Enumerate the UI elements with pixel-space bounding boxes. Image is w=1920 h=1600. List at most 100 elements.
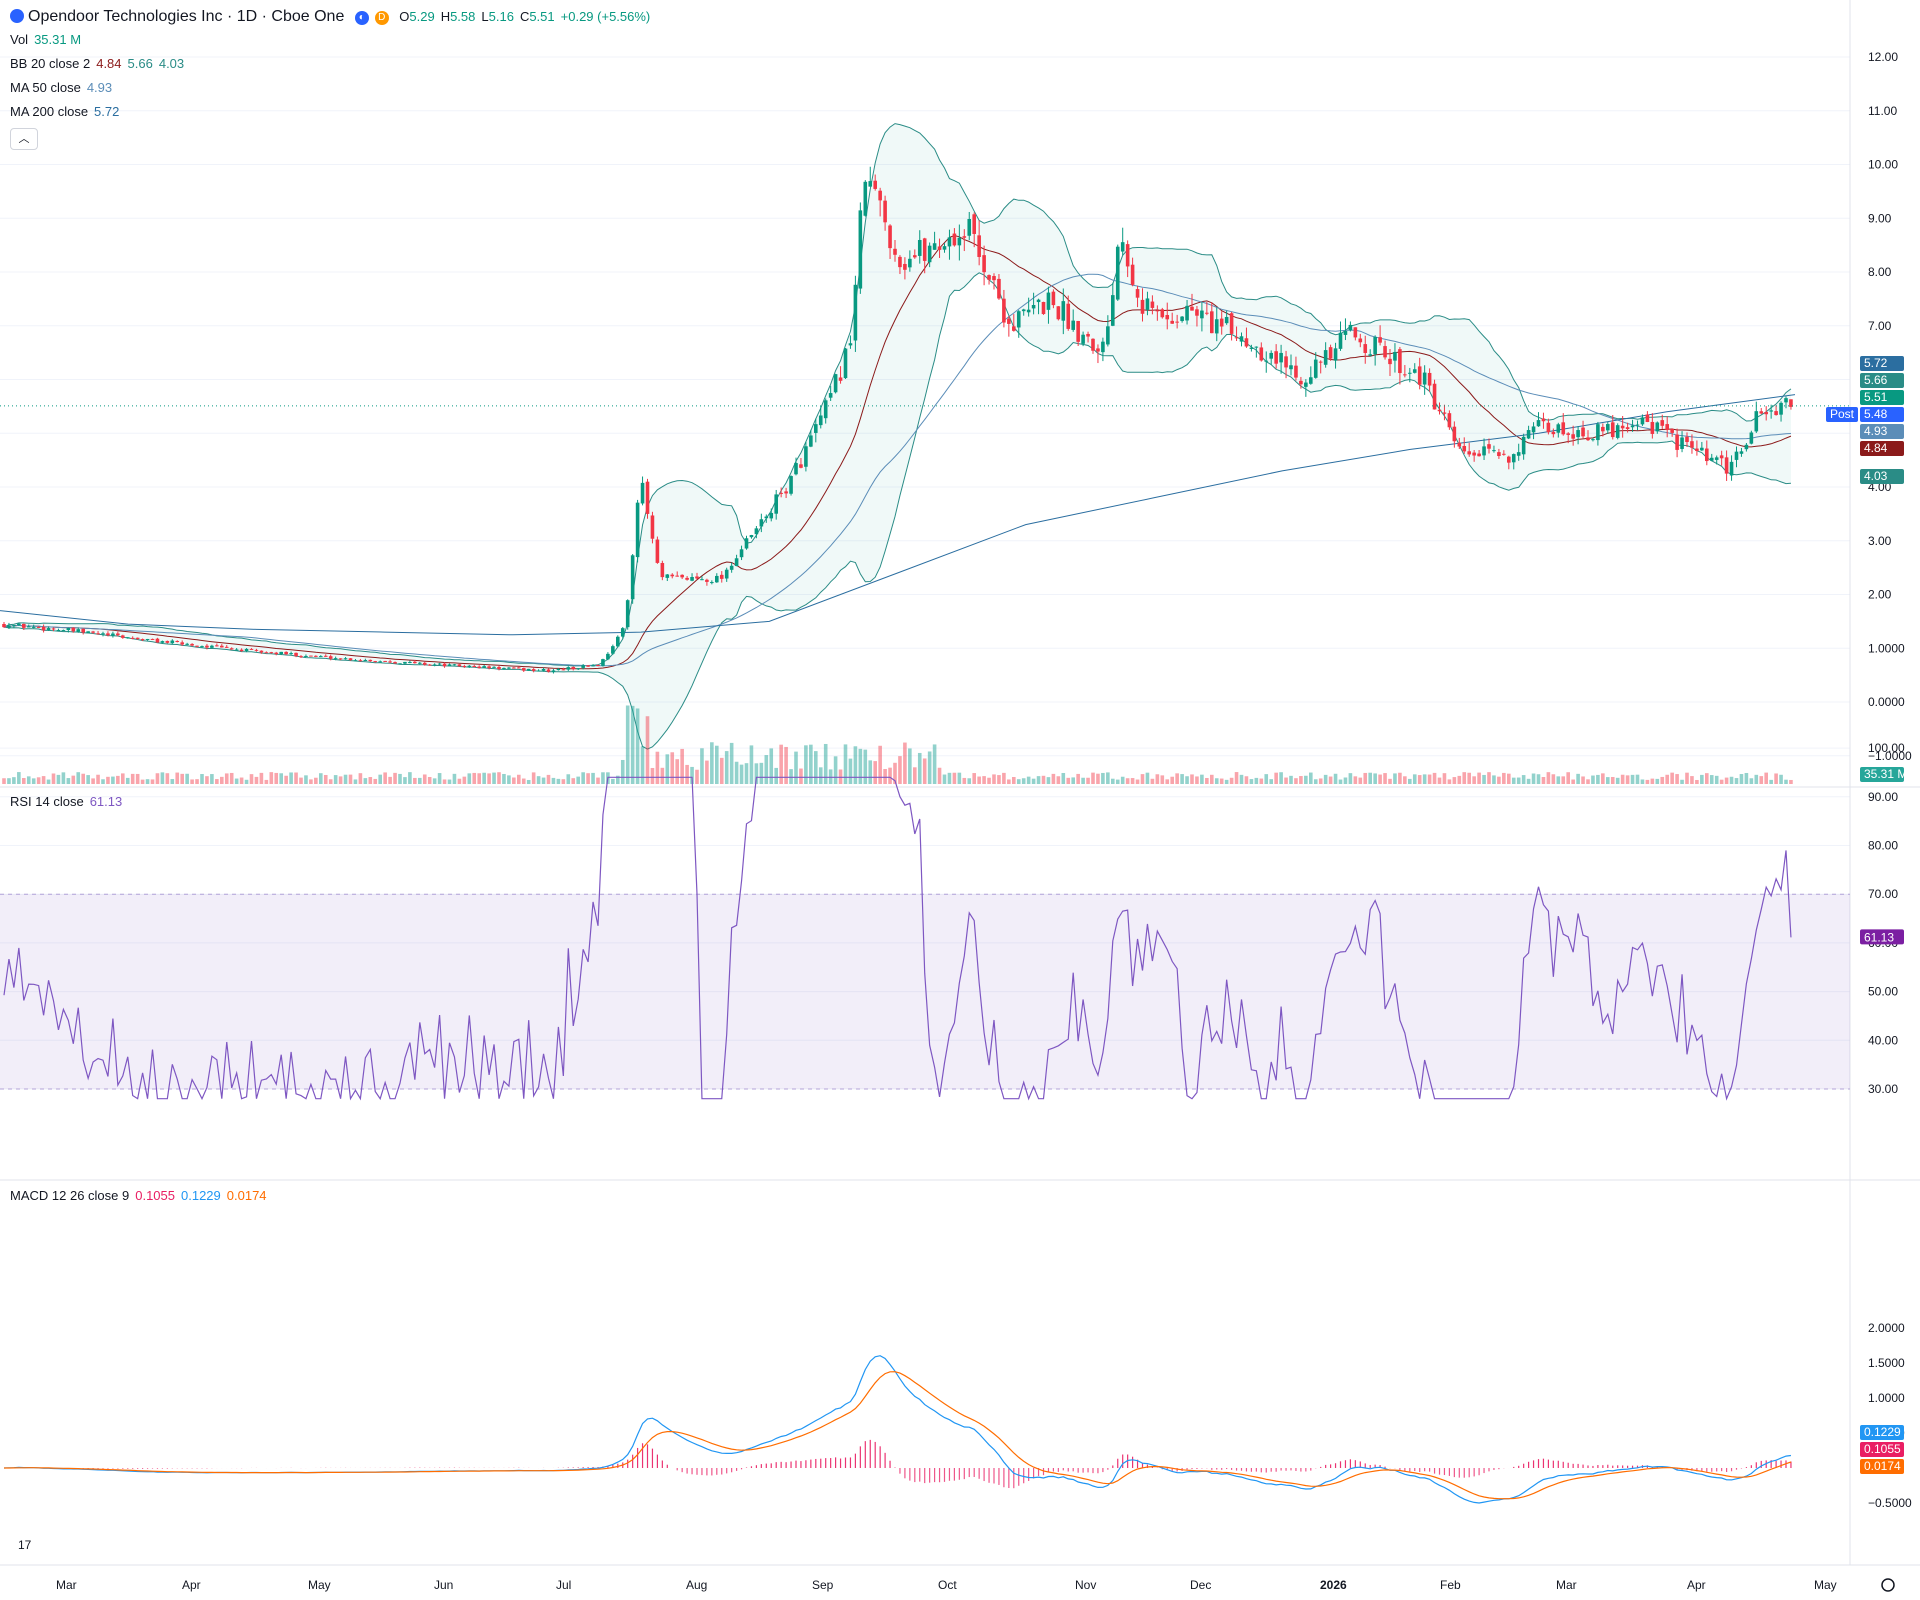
bb-basis-value: 4.84 <box>96 56 122 71</box>
candle-body <box>106 633 110 636</box>
candle-body <box>937 246 942 250</box>
candle-body <box>903 263 907 270</box>
volume-bar <box>1531 773 1536 784</box>
volume-bar <box>1754 774 1759 784</box>
candle-body <box>690 576 694 581</box>
volume-bar <box>41 776 46 784</box>
time-axis-label: Dec <box>1190 1578 1211 1592</box>
candle-body <box>1462 445 1467 452</box>
market-status-icon: ◐ <box>354 11 369 25</box>
volume-bar <box>1378 774 1382 784</box>
volume-bar <box>546 774 551 784</box>
macd-legend[interactable]: MACD 12 26 close 9 0.1055 0.1229 0.0174 <box>10 1188 273 1203</box>
volume-bar <box>898 756 902 784</box>
volume-bar <box>1333 773 1338 784</box>
candle-body <box>1457 442 1462 447</box>
candle-body <box>190 643 194 646</box>
volume-bar <box>1680 779 1684 784</box>
candle-body <box>883 200 887 223</box>
volume-bar <box>1705 773 1709 784</box>
volume-bar <box>982 776 986 784</box>
ma200-legend[interactable]: MA 200 close 5.72 <box>10 104 125 119</box>
volume-bar <box>992 774 996 784</box>
candle-body <box>457 664 462 667</box>
volume-bar <box>1219 778 1224 784</box>
candle-body <box>200 646 204 648</box>
tradingview-logo-icon: 17 <box>18 1538 32 1552</box>
volume-bar <box>1279 772 1283 784</box>
price-tick-label: 10.00 <box>1868 158 1898 172</box>
volume-bar <box>150 779 155 784</box>
volume-bar <box>343 774 348 784</box>
volume-bar <box>472 772 477 784</box>
volume-bar <box>497 772 501 784</box>
candle-body <box>517 667 521 669</box>
volume-bar <box>1195 776 1199 784</box>
volume-bar <box>903 742 907 784</box>
candle-body <box>1551 431 1556 435</box>
symbol-title[interactable]: Opendoor Technologies Inc · 1D · Cboe On… <box>28 8 345 25</box>
volume-bar <box>1690 776 1694 784</box>
volume-bar <box>1452 777 1457 784</box>
volume-bar <box>1373 773 1377 784</box>
candle-body <box>1081 334 1085 344</box>
bb-legend[interactable]: BB 20 close 2 4.84 5.66 4.03 <box>10 56 190 71</box>
candle-body <box>1437 409 1442 412</box>
symbol-legend[interactable]: Opendoor Technologies Inc · 1D · Cboe On… <box>10 8 662 26</box>
volume-bar <box>1630 774 1635 784</box>
volume-bar <box>1779 774 1783 784</box>
candle-body <box>1507 456 1511 463</box>
symbol-logo-icon <box>10 9 24 23</box>
volume-bar <box>1457 775 1462 784</box>
price-tag <box>1860 356 1904 371</box>
candle-body <box>333 658 338 660</box>
volume-bar <box>1393 773 1397 784</box>
price-tick-label: −1.0000 <box>1868 749 1912 763</box>
time-axis-label: Jun <box>434 1578 453 1592</box>
volume-bar <box>1685 772 1689 784</box>
candle-body <box>71 627 76 632</box>
candle-body <box>888 225 892 249</box>
candle-body <box>873 180 877 189</box>
volume-bar <box>1061 772 1066 784</box>
volume-bar <box>987 777 991 784</box>
price-tag-label: 5.51 <box>1864 390 1888 404</box>
volume-bar <box>1106 772 1110 784</box>
candle-body <box>160 641 165 643</box>
settings-gear-icon[interactable] <box>1881 1578 1895 1592</box>
candle-body <box>1521 436 1526 455</box>
volume-bar <box>1190 774 1194 784</box>
candle-body <box>1536 420 1541 427</box>
collapse-legend-button[interactable]: ︿ <box>10 128 38 150</box>
volume-bar <box>586 773 590 784</box>
close-value: 5.51 <box>529 9 555 24</box>
volume-bar <box>205 776 209 784</box>
candle-body <box>1071 320 1075 330</box>
price-tag-label: 5.66 <box>1864 373 1888 387</box>
candle-body <box>591 665 595 667</box>
volume-bar <box>1403 776 1407 784</box>
candle-body <box>116 633 120 636</box>
volume-bar <box>868 760 873 784</box>
volume-bar <box>1185 776 1189 784</box>
volume-bar <box>551 777 556 784</box>
candle-body <box>1625 427 1630 430</box>
volume-bar <box>769 748 774 784</box>
candle-body <box>1343 330 1348 335</box>
volume-bar <box>1031 778 1036 784</box>
volume-bar <box>229 772 234 784</box>
candle-body <box>180 642 184 645</box>
price-tag <box>1860 767 1904 782</box>
volume-bar <box>922 758 927 784</box>
macd-tick-label: 2.0000 <box>1868 1321 1905 1335</box>
volume-bar <box>719 757 724 784</box>
candle-body <box>1665 424 1669 430</box>
ma50-legend[interactable]: MA 50 close 4.93 <box>10 80 118 95</box>
candle-body <box>784 491 788 494</box>
volume-bar <box>1383 773 1387 784</box>
volume-bar <box>1645 779 1650 784</box>
vol-legend[interactable]: Vol 35.31 M <box>10 32 87 47</box>
rsi-legend[interactable]: RSI 14 close 61.13 <box>10 794 128 809</box>
volume-bar <box>1442 773 1447 784</box>
